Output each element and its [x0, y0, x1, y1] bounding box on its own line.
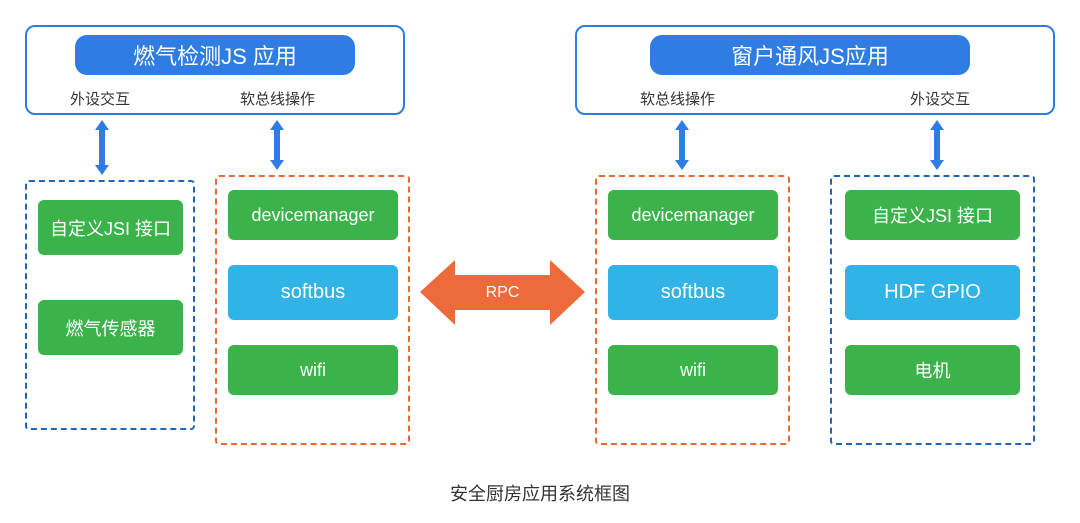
node-text: 燃气传感器 — [66, 315, 156, 341]
node-text: 自定义JSI 接口 — [50, 215, 171, 241]
node-text: 自定义JSI 接口 — [872, 202, 993, 228]
left-label-softbus: 软总线操作 — [240, 88, 315, 109]
right-app-title-text: 窗户通风JS应用 — [731, 39, 889, 71]
node-wifi-left: wifi — [228, 345, 398, 395]
rpc-arrow: RPC — [420, 260, 585, 325]
node-motor: 电机 — [845, 345, 1020, 395]
node-hdf-gpio: HDF GPIO — [845, 265, 1020, 320]
left-app-title-text: 燃气检测JS 应用 — [133, 39, 297, 71]
diagram-caption: 安全厨房应用系统框图 — [0, 480, 1080, 506]
node-text: softbus — [281, 281, 345, 304]
node-text: 电机 — [915, 357, 951, 383]
node-devicemanager-left: devicemanager — [228, 190, 398, 240]
node-jsi-interface-left: 自定义JSI 接口 — [38, 200, 183, 255]
node-devicemanager-right: devicemanager — [608, 190, 778, 240]
right-app-title: 窗户通风JS应用 — [650, 35, 970, 75]
node-jsi-interface-right: 自定义JSI 接口 — [845, 190, 1020, 240]
arrow-right-softbus — [675, 120, 689, 170]
left-label-peripheral: 外设交互 — [70, 88, 130, 109]
node-text: softbus — [661, 281, 725, 304]
node-text: devicemanager — [631, 205, 754, 226]
node-wifi-right: wifi — [608, 345, 778, 395]
node-softbus-right: softbus — [608, 265, 778, 320]
node-text: devicemanager — [251, 205, 374, 226]
arrow-left-softbus — [270, 120, 284, 170]
left-app-title: 燃气检测JS 应用 — [75, 35, 355, 75]
rpc-label: RPC — [486, 284, 520, 302]
node-text: wifi — [300, 360, 326, 381]
arrow-left-peripheral — [95, 120, 109, 175]
node-text: wifi — [680, 360, 706, 381]
node-softbus-left: softbus — [228, 265, 398, 320]
architecture-diagram: 燃气检测JS 应用 外设交互 软总线操作 窗户通风JS应用 软总线操作 外设交互… — [0, 0, 1080, 523]
right-label-peripheral: 外设交互 — [910, 88, 970, 109]
node-gas-sensor: 燃气传感器 — [38, 300, 183, 355]
arrow-right-peripheral — [930, 120, 944, 170]
right-label-softbus: 软总线操作 — [640, 88, 715, 109]
node-text: HDF GPIO — [884, 281, 981, 304]
